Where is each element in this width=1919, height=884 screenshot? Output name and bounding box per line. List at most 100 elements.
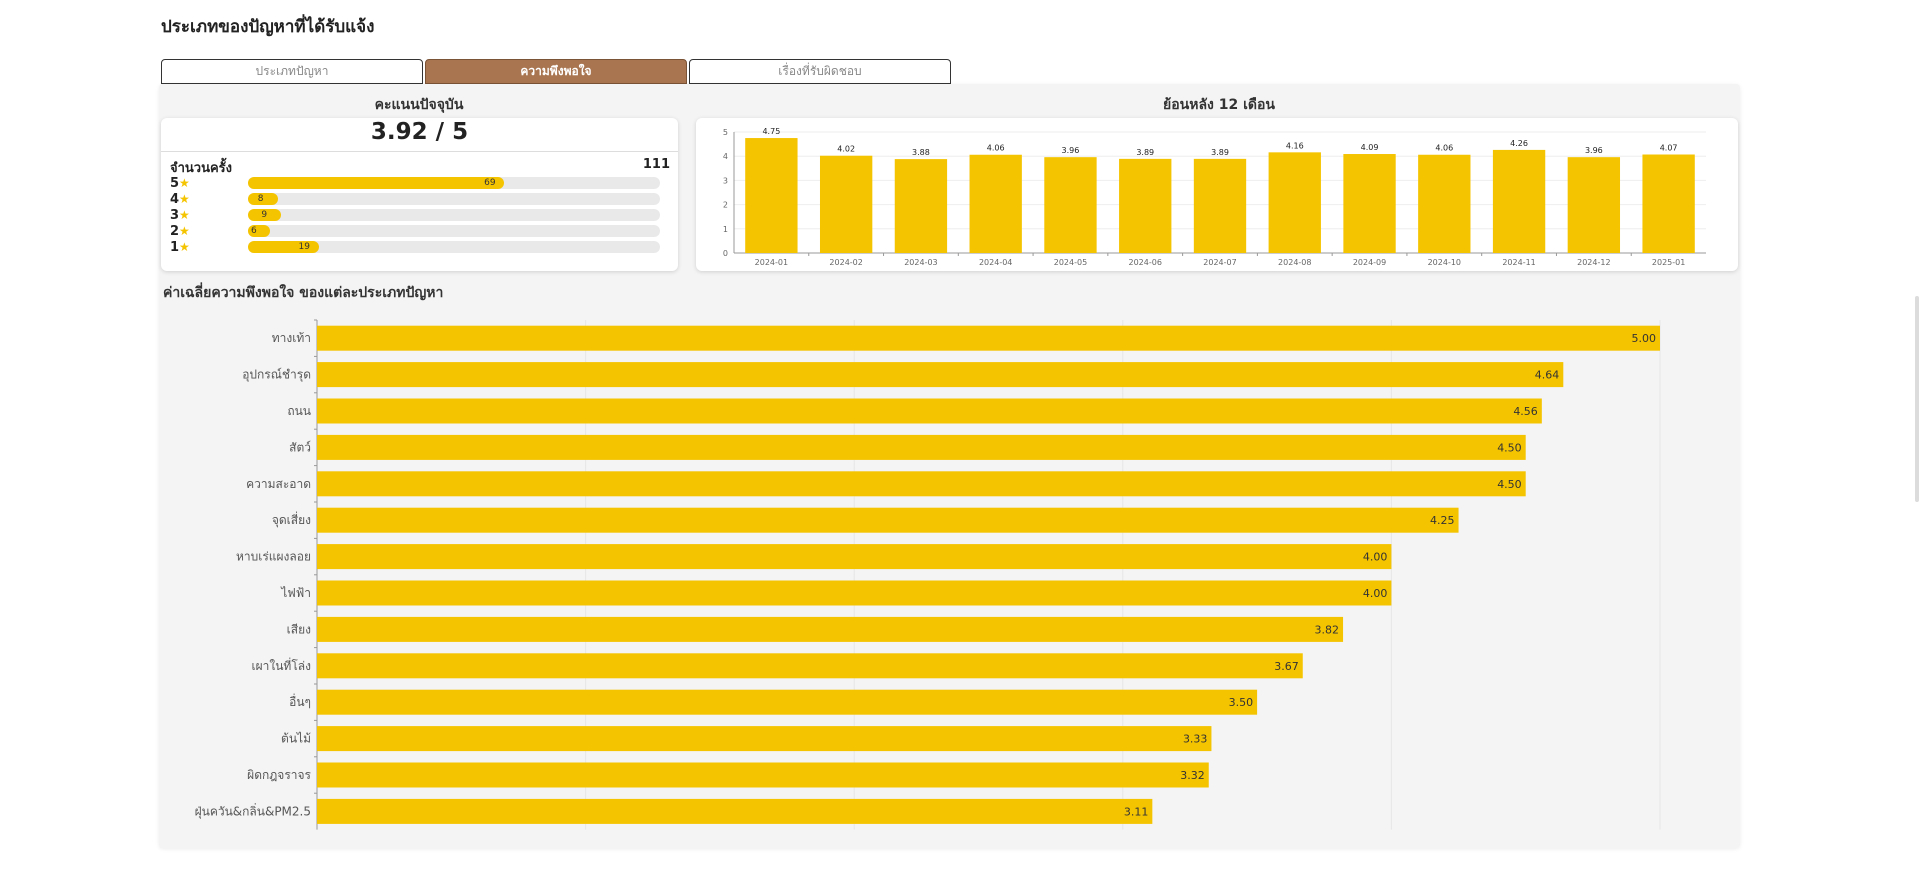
category-label: เผาในที่โล่ง [251,657,311,673]
month-bar-value: 4.07 [1660,144,1678,153]
category-bar[interactable] [317,689,1258,715]
star-row-label: 2★ [170,224,190,239]
month-bar-value: 3.96 [1062,146,1080,155]
category-label: ไฟฟ้า [280,586,311,600]
month-label: 2024-08 [1278,258,1311,267]
category-bar[interactable] [317,798,1153,824]
category-bar[interactable] [317,616,1344,642]
monthly-chart-card: 0 1 2 3 4 5 4.75 2024-01 4.02 2024-02 3.88 2024-03 4… [696,118,1738,271]
category-bar-chart: 0123455.00ทางเท้า4.64อุปกรณ์ชำรุด4.56ถนน… [195,319,1661,830]
category-bar-value: 3.50 [1229,696,1254,709]
category-bar[interactable] [317,325,1660,351]
star-row: 3★ 9 [170,208,670,223]
satisfaction-panel: คะแนนปัจจุบัน 3.92 / 5 จำนวนครั้ง 111 5★… [159,84,1740,848]
y-tick-label: 5 [723,128,728,137]
monthly-chart-title: ย้อนหลัง 12 เดือน [1163,97,1275,113]
month-bar-value: 4.06 [987,144,1005,153]
month-bar[interactable] [1418,154,1471,253]
month-bar[interactable] [1044,157,1097,253]
category-bar[interactable] [317,434,1526,460]
y-tick-label: 4 [723,152,728,161]
category-bar-value: 3.32 [1180,769,1205,782]
star-row-label: 3★ [170,208,190,223]
month-label: 2024-07 [1203,258,1236,267]
star-fill [248,241,319,253]
tab-responsibilities[interactable]: เรื่องที่รับผิดชอบ [689,59,951,84]
page-title: ประเภทของปัญหาที่ได้รับแจ้ง [161,17,375,37]
category-bar-value: 3.67 [1274,660,1299,673]
month-label: 2025-01 [1652,258,1685,267]
star-icon: ★ [179,176,190,190]
category-bar-value: 4.50 [1497,441,1522,454]
category-bar-value: 4.56 [1513,405,1538,418]
category-bar-value: 4.64 [1535,369,1560,382]
month-label: 2024-05 [1054,258,1087,267]
month-bar-value: 4.09 [1361,143,1379,152]
tab-problem-types[interactable]: ประเภทปัญหา [161,59,423,84]
category-label: อื่นๆ [289,693,311,709]
category-bar-value: 5.00 [1632,332,1657,345]
category-label: ฝุ่นควัน&กลิ่น&PM2.5 [195,802,311,819]
star-track: 8 [248,193,660,205]
month-bar[interactable] [1193,158,1247,253]
category-bar[interactable] [317,653,1303,679]
category-bar[interactable] [317,507,1459,533]
category-bar-value: 4.00 [1363,587,1388,600]
month-bar[interactable] [1343,154,1396,253]
month-bar[interactable] [1642,154,1695,253]
month-label: 2024-01 [755,258,788,267]
month-label: 2024-10 [1428,258,1461,267]
month-bar[interactable] [1268,152,1321,253]
star-row: 5★ 69 [170,176,670,191]
star-icon: ★ [179,224,190,238]
month-label: 2024-09 [1353,258,1386,267]
category-bar[interactable] [317,726,1212,752]
category-label: อุปกรณ์ชำรุด [242,368,311,383]
month-bar-value: 3.89 [1136,148,1154,157]
category-bar[interactable] [317,762,1209,788]
star-level: 4 [170,192,180,207]
star-track: 69 [248,177,660,189]
category-bar-value: 4.50 [1497,478,1522,491]
month-bar[interactable] [894,159,948,253]
category-bar[interactable] [317,580,1392,606]
current-score-card: 3.92 / 5 จำนวนครั้ง 111 5★ 69 4★ 8 3★ 9 2★ 6 1★ 1… [161,118,678,271]
star-level: 1 [170,240,180,255]
tab-satisfaction[interactable]: ความพึงพอใจ [425,59,687,84]
star-row-label: 4★ [170,192,190,207]
count-value: 111 [642,157,670,172]
category-label: ผิดกฎจราจร [247,768,311,782]
category-bar[interactable] [317,362,1564,388]
category-bar[interactable] [317,398,1542,424]
month-bar[interactable] [819,155,873,253]
month-bar[interactable] [1567,157,1621,253]
month-bar-value: 4.75 [762,127,780,136]
star-count: 19 [298,242,310,252]
month-bar[interactable] [745,138,798,253]
y-tick-label: 3 [723,176,728,185]
category-label: หาบเร่แผงลอย [236,550,311,564]
month-bar-value: 3.89 [1211,148,1229,157]
category-bar[interactable] [317,544,1392,570]
category-bar-value: 3.33 [1183,733,1208,746]
category-bar-value: 4.00 [1363,551,1388,564]
star-icon: ★ [179,208,190,222]
star-count: 8 [257,194,264,204]
category-label: เสียง [287,622,311,636]
star-row: 4★ 8 [170,192,670,207]
month-bar[interactable] [1119,158,1172,253]
category-bar[interactable] [317,471,1526,497]
category-chart-title: ค่าเฉลี่ยความพึงพอใจ ของแต่ละประเภทปัญหา [163,285,444,301]
month-bar[interactable] [1492,149,1546,253]
month-bar-value: 3.88 [912,148,930,157]
star-track: 6 [248,225,660,237]
star-icon: ★ [179,192,190,206]
page-scrollbar[interactable] [1915,296,1919,502]
star-row-label: 5★ [170,176,190,191]
star-track: 19 [248,241,660,253]
month-label: 2024-11 [1502,258,1535,267]
month-label: 2024-02 [829,258,862,267]
tab-bar: ประเภทปัญหา ความพึงพอใจ เรื่องที่รับผิดช… [161,59,953,84]
star-fill [248,209,282,221]
month-bar[interactable] [969,154,1022,253]
